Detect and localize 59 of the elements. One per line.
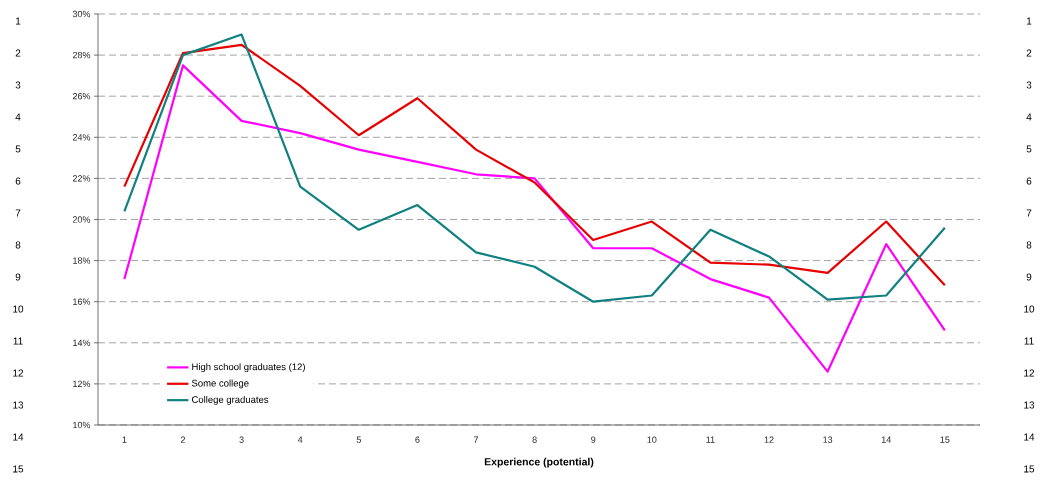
text: 6	[15, 177, 21, 185]
text: 2	[15, 49, 21, 57]
text: 4	[15, 113, 21, 121]
text: 7	[15, 209, 21, 217]
text: 13	[13, 401, 24, 409]
x-tick-label: 11	[706, 436, 715, 443]
x-tick-label: 9	[591, 436, 596, 443]
x-tick-label: 4	[297, 436, 303, 443]
y-tick-label: 20%	[72, 216, 91, 223]
x-tick-label: 3	[239, 436, 244, 443]
x-tick-label: 15	[940, 436, 950, 443]
text: 4	[1026, 113, 1032, 121]
text: 2	[1026, 49, 1032, 57]
y-tick-label: 18%	[73, 257, 91, 264]
text: 12	[1024, 369, 1035, 377]
x-tick-label: 10	[647, 436, 657, 443]
text: 6	[1026, 177, 1032, 185]
y-tick-label: 14%	[73, 339, 91, 346]
legend-label: High school graduates (12)	[192, 363, 305, 373]
text: 10	[13, 305, 24, 313]
text: 1	[1026, 17, 1032, 25]
x-tick-label: 1	[122, 436, 127, 443]
y-tick-label: 10%	[73, 421, 91, 429]
y-tick-label: 30%	[72, 10, 91, 18]
x-tick-label: 14	[881, 436, 891, 443]
y-tick-label: 24%	[72, 134, 91, 141]
text: 8	[1026, 241, 1032, 249]
text: 7	[1026, 209, 1032, 217]
x-tick-label: 5	[356, 436, 361, 443]
text: 15	[13, 465, 24, 473]
text: 13	[1024, 401, 1035, 409]
x-tick-label: 2	[180, 436, 186, 443]
y-tick-label: 12%	[73, 380, 91, 388]
y-tick-label: 28%	[72, 51, 91, 59]
x-tick-label: 12	[764, 436, 774, 443]
line-series	[123, 64, 946, 373]
x-tick-label: 7	[473, 436, 479, 443]
text: 15	[1024, 465, 1035, 473]
y-tick-label: 26%	[72, 93, 91, 100]
x-tick-label: 8	[532, 436, 537, 443]
text: 12	[13, 369, 24, 377]
text: 10	[1024, 305, 1035, 313]
x-axis-title: Experience (potential)	[484, 457, 594, 468]
x-tick-label: 13	[823, 436, 833, 443]
text: 1	[16, 17, 21, 25]
text: 3	[1026, 81, 1032, 89]
legend-label: Some college	[191, 379, 249, 389]
text: 3	[15, 81, 21, 89]
text: 9	[15, 273, 21, 281]
text: 9	[1026, 273, 1032, 281]
y-tick-label: 22%	[72, 175, 91, 182]
y-tick-label: 16%	[73, 298, 91, 305]
text: 5	[15, 145, 21, 153]
text: 11	[13, 337, 23, 345]
text: 8	[15, 241, 21, 249]
x-tick-label: 6	[415, 436, 420, 443]
legend-label: College graduates	[191, 395, 269, 405]
text: 5	[1026, 145, 1032, 153]
text: 11	[1024, 337, 1034, 345]
